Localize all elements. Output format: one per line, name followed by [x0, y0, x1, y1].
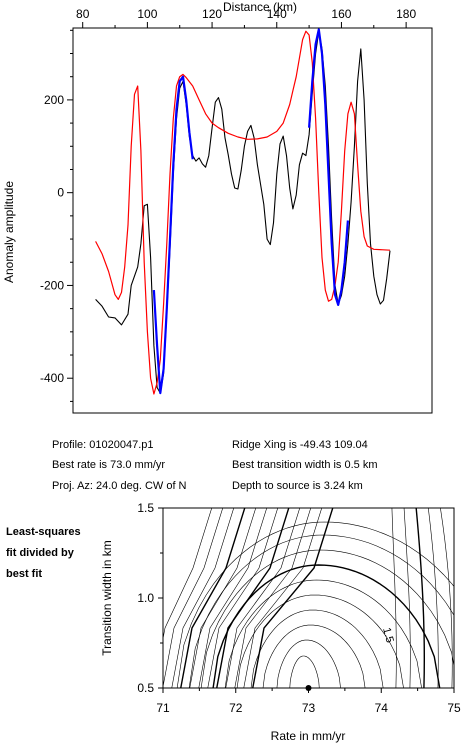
contour-line — [415, 508, 426, 688]
contour-x-tick-label: 73 — [302, 701, 316, 715]
profile-y-tick-label: 0 — [57, 186, 64, 200]
contour-x-tick-label: 72 — [229, 701, 243, 715]
contour-line — [163, 508, 213, 641]
profile-id: Profile: 01020047.p1 — [52, 439, 154, 451]
contour-line — [391, 508, 397, 688]
profile-x-tick-label: 80 — [76, 7, 90, 21]
depth-to-source: Depth to source is 3.24 km — [232, 480, 363, 492]
contour-line — [216, 508, 290, 688]
contour-line — [171, 508, 235, 688]
profile-plot-frame — [72, 27, 433, 414]
contour-x-ticks: 71 72 73 74 75 — [156, 688, 461, 715]
contour-line — [200, 549, 454, 688]
profile-series — [95, 28, 391, 395]
contour-x-title: Rate in mm/yr — [271, 729, 346, 743]
profile-x-tick-label: 120 — [202, 7, 222, 21]
contour-y-tick-label: 0.5 — [137, 681, 154, 695]
contour-line — [189, 508, 257, 688]
contour-line — [180, 508, 246, 688]
profile-y-title: Anomaly amplitude — [2, 181, 16, 283]
contour-line — [234, 508, 312, 688]
profile-y-tick-label: -400 — [40, 371, 64, 385]
contour-note: Least-squares fit divided by best fit — [6, 526, 81, 580]
contour-line — [427, 508, 439, 688]
contour-line — [163, 508, 224, 688]
contour-line — [250, 609, 384, 688]
profile-x-tick-label: 140 — [267, 7, 287, 21]
profile-plot: Distance (km) Anomaly amplitude 80 100 120… — [2, 0, 433, 414]
fit-segment-right-line — [308, 28, 349, 306]
contour-y-ticks: 1.5 1.0 0.5 — [137, 501, 163, 695]
best-transition-width: Best transition width is 0.5 km — [232, 459, 378, 471]
contour-line — [289, 655, 320, 688]
ridge-crossing: Ridge Xing is -49.43 109.04 — [232, 439, 368, 451]
contour-line — [243, 508, 323, 688]
contour-line — [236, 594, 404, 688]
profile-x-tick-label: 160 — [331, 7, 351, 21]
contour-line — [262, 624, 366, 688]
contour-plot: Rate in mm/yr Transition width in km 71 7… — [100, 501, 461, 743]
contour-line — [440, 508, 453, 688]
profile-y-tick-label: -200 — [40, 278, 64, 292]
contour-y-title: Transition width in km — [100, 540, 114, 656]
model-profile-line — [95, 30, 391, 395]
contour-x-tick-label: 71 — [156, 701, 170, 715]
note-line-3: best fit — [6, 568, 42, 580]
contour-line — [276, 639, 341, 688]
fit-segment-left-line — [152, 75, 194, 395]
best-fit-point — [305, 685, 312, 691]
profile-x-tick-label: 180 — [396, 7, 416, 21]
contour-x-tick-label: 75 — [447, 701, 461, 715]
contour-line — [188, 534, 454, 688]
contour-line — [224, 579, 422, 688]
contour-label: 1.5 — [380, 626, 396, 644]
note-line-1: Least-squares — [6, 526, 81, 538]
contour-line — [198, 508, 268, 688]
contour-line — [225, 508, 301, 688]
best-rate: Best rate is 73.0 mm/yr — [52, 459, 165, 471]
projection-azimuth: Proj. Az: 24.0 deg. CW of N — [52, 480, 187, 492]
note-line-2: fit divided by — [6, 547, 75, 559]
profile-x-title: Distance (km) — [223, 0, 297, 14]
contour-line — [252, 508, 334, 688]
contour-y-tick-label: 1.0 — [137, 591, 154, 605]
profile-y-tick-label: 200 — [44, 93, 64, 107]
contour-y-tick-label: 1.5 — [137, 501, 154, 515]
contour-line — [403, 508, 411, 688]
info-block: Profile: 01020047.p1 Best rate is 73.0 m… — [52, 439, 378, 492]
contour-line — [207, 508, 279, 688]
profile-x-tick-label: 100 — [137, 7, 157, 21]
profile-y-ticks: 200 0 -200 -400 — [40, 29, 73, 402]
profile-x-ticks: 80 100 120 140 160 180 — [76, 7, 416, 28]
contour-x-tick-label: 74 — [375, 701, 389, 715]
contour-lines — [163, 508, 454, 688]
